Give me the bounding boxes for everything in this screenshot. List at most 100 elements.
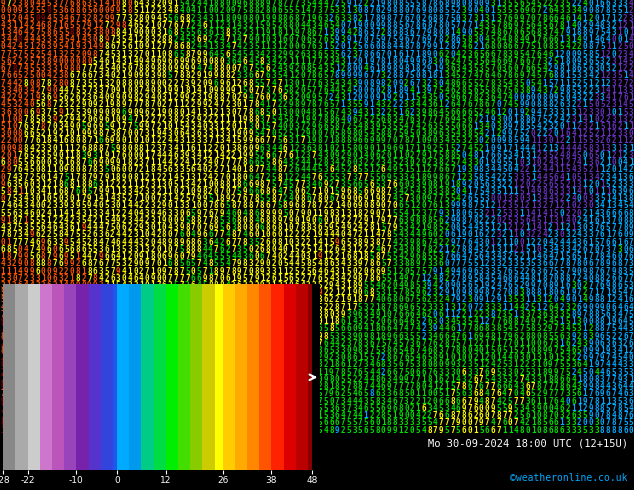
Text: 2: 2 [566, 180, 570, 189]
Text: 1: 1 [156, 310, 161, 319]
Text: 1: 1 [571, 317, 576, 326]
Text: 1: 1 [340, 252, 346, 261]
Text: 9: 9 [439, 64, 443, 73]
Text: 6: 6 [485, 180, 489, 189]
Text: 7: 7 [53, 418, 57, 427]
Text: 3: 3 [525, 194, 529, 203]
Text: 6: 6 [249, 180, 253, 189]
Text: 3: 3 [525, 158, 529, 167]
Text: 3: 3 [427, 93, 432, 102]
Text: 5: 5 [64, 382, 68, 391]
Text: 4: 4 [75, 353, 80, 362]
Text: 0: 0 [496, 136, 501, 146]
Text: 5: 5 [243, 86, 247, 95]
Text: 1: 1 [375, 144, 380, 153]
Text: 2: 2 [98, 281, 103, 290]
Text: 4: 4 [306, 21, 311, 30]
Text: 7: 7 [473, 382, 478, 391]
Text: 3: 3 [433, 57, 437, 66]
Text: 5: 5 [358, 187, 363, 196]
Text: 4: 4 [271, 57, 276, 66]
Text: 9: 9 [87, 194, 92, 203]
Text: 4: 4 [525, 375, 529, 384]
Text: 6: 6 [243, 64, 247, 73]
Text: 0: 0 [231, 0, 236, 8]
Text: 1: 1 [485, 201, 489, 211]
Text: 6: 6 [249, 353, 253, 362]
Text: 3: 3 [577, 238, 581, 246]
Text: 0: 0 [81, 187, 86, 196]
Text: 1: 1 [444, 353, 449, 362]
Text: 1: 1 [588, 78, 593, 88]
Text: 3: 3 [174, 209, 178, 218]
Text: 5: 5 [519, 129, 524, 138]
Text: 1: 1 [231, 78, 236, 88]
Text: 0: 0 [404, 404, 409, 413]
Text: 1: 1 [323, 144, 328, 153]
Text: 0: 0 [219, 346, 224, 355]
Text: 4: 4 [340, 274, 346, 283]
Text: 8: 8 [18, 339, 22, 348]
Text: 1: 1 [254, 288, 259, 297]
Text: 5: 5 [214, 353, 219, 362]
Text: 4: 4 [243, 230, 247, 240]
Text: 2: 2 [473, 310, 478, 319]
Text: 1: 1 [179, 346, 184, 355]
Text: 1: 1 [346, 6, 351, 15]
Text: 8: 8 [145, 78, 149, 88]
Text: 3: 3 [202, 136, 207, 146]
Text: 4: 4 [6, 78, 11, 88]
Text: 4: 4 [122, 281, 126, 290]
Text: 5: 5 [266, 303, 270, 312]
Text: 5: 5 [335, 324, 339, 333]
Text: 9: 9 [243, 115, 247, 124]
Text: 8: 8 [174, 267, 178, 275]
Text: 3: 3 [168, 129, 172, 138]
Text: 4: 4 [127, 390, 132, 398]
Text: 0: 0 [116, 115, 120, 124]
Text: 5: 5 [266, 107, 270, 117]
Text: 4: 4 [185, 129, 190, 138]
Text: 3: 3 [433, 187, 437, 196]
Text: 4: 4 [47, 14, 51, 23]
Text: 2: 2 [150, 115, 155, 124]
Text: 8: 8 [444, 28, 449, 37]
Text: 4: 4 [197, 122, 201, 131]
Text: 2: 2 [318, 382, 322, 391]
Text: 7: 7 [23, 172, 29, 182]
Text: 3: 3 [404, 418, 409, 427]
Text: 1: 1 [444, 310, 449, 319]
Text: 9: 9 [450, 201, 455, 211]
Text: 0: 0 [53, 122, 57, 131]
Text: 0: 0 [116, 0, 120, 8]
Text: 8: 8 [174, 107, 178, 117]
Text: 0: 0 [352, 324, 357, 333]
Text: 5: 5 [422, 418, 426, 427]
Text: 7: 7 [456, 274, 460, 283]
Text: 5: 5 [358, 100, 363, 109]
Text: 7: 7 [12, 252, 16, 261]
Text: 6: 6 [514, 86, 518, 95]
Text: 7: 7 [560, 368, 564, 377]
Text: 2: 2 [554, 115, 559, 124]
Text: 2: 2 [456, 86, 460, 95]
Text: 1: 1 [560, 158, 564, 167]
Text: 1: 1 [600, 180, 605, 189]
Text: 8: 8 [185, 72, 190, 80]
Text: 0: 0 [485, 411, 489, 420]
Text: 5: 5 [318, 165, 322, 174]
Text: 9: 9 [47, 390, 51, 398]
Text: 2: 2 [29, 21, 34, 30]
Text: 7: 7 [542, 107, 547, 117]
Text: 8: 8 [127, 78, 132, 88]
Text: 1: 1 [612, 43, 616, 51]
Text: 6: 6 [404, 310, 409, 319]
Text: 7: 7 [318, 396, 322, 406]
Text: 7: 7 [519, 21, 524, 30]
Text: 7: 7 [387, 180, 391, 189]
Text: 7: 7 [473, 187, 478, 196]
Text: 0: 0 [237, 303, 242, 312]
Text: 0: 0 [214, 295, 219, 304]
Text: 4: 4 [605, 86, 611, 95]
Text: 6: 6 [554, 418, 559, 427]
